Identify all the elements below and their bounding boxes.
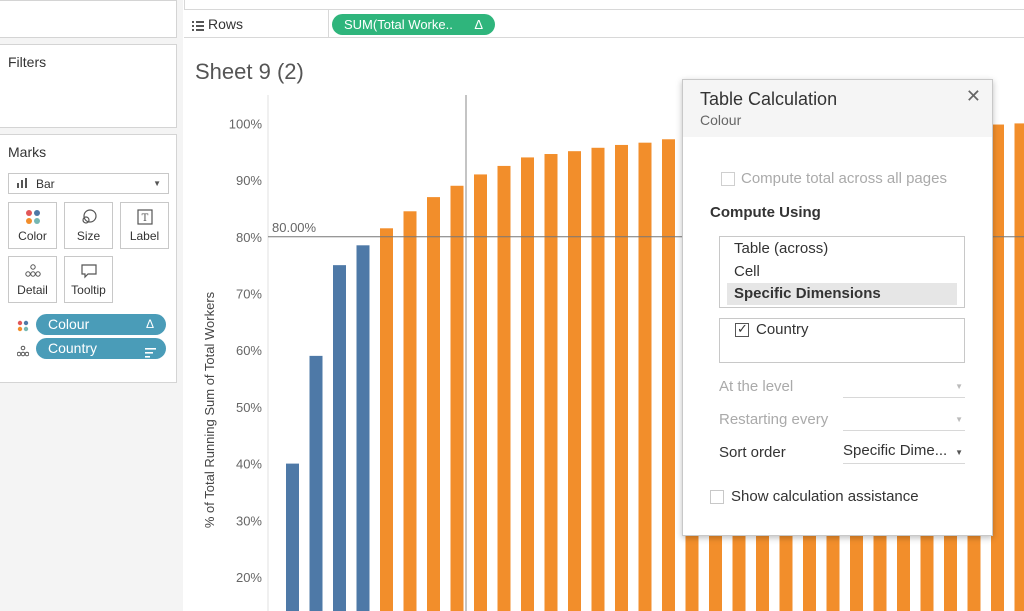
mark-type-dropdown[interactable]: Bar ▼ — [8, 173, 169, 194]
sort-icon — [145, 343, 156, 364]
size-circle-icon — [65, 209, 112, 225]
bar — [356, 245, 370, 611]
bar — [333, 265, 346, 611]
filters-title: Filters — [8, 54, 47, 70]
dialog-header: Table Calculation Colour ✕ — [683, 80, 992, 137]
dialog-subtitle: Colour — [700, 112, 742, 128]
bar — [450, 185, 464, 611]
label-button-label: Label — [129, 229, 160, 243]
delta-icon: Δ — [474, 17, 483, 32]
y-tick-label: 20% — [236, 570, 262, 585]
option-cell[interactable]: Cell — [734, 263, 760, 280]
svg-text:T: T — [141, 213, 148, 224]
compute-using-list: Table (across) Cell Specific Dimensions — [719, 236, 965, 308]
show-assistance-checkbox[interactable] — [710, 490, 724, 504]
color-dots-icon — [17, 319, 29, 337]
bar — [662, 139, 675, 611]
rows-measure-pill[interactable]: SUM(Total Worke.. Δ — [332, 14, 495, 35]
checkmark-icon: ✓ — [737, 321, 748, 336]
label-text-icon: T — [121, 209, 168, 225]
y-tick-label: 40% — [236, 457, 262, 472]
colour-field-pill[interactable]: Colour Δ — [36, 314, 166, 335]
bar — [568, 151, 581, 611]
filters-card[interactable]: Filters — [0, 44, 177, 128]
bar — [1014, 123, 1024, 611]
show-assistance-label: Show calculation assistance — [731, 488, 919, 505]
bar — [474, 174, 487, 611]
bar — [991, 124, 1004, 611]
shelf-divider — [328, 10, 329, 37]
chevron-down-icon: ▼ — [153, 179, 161, 188]
sort-order-label: Sort order — [719, 444, 786, 461]
bar — [615, 144, 628, 611]
mark-type-label: Bar — [36, 177, 55, 191]
compute-total-checkbox[interactable] — [721, 172, 735, 186]
y-tick-label: 60% — [236, 343, 262, 358]
color-dots-icon — [9, 209, 56, 225]
label-button[interactable]: T Label — [120, 202, 169, 249]
tooltip-button[interactable]: Tooltip — [64, 256, 113, 303]
chevron-down-icon: ▼ — [955, 448, 963, 457]
columns-panel-stub — [0, 0, 177, 38]
sort-order-value: Specific Dime... — [843, 442, 948, 459]
option-specific-dimensions[interactable]: Specific Dimensions — [727, 283, 957, 305]
tooltip-bubble-icon — [65, 263, 112, 279]
bar — [403, 211, 417, 611]
dimensions-list: ✓ Country — [719, 318, 965, 363]
detail-dots-icon — [16, 344, 30, 362]
bar-chart-icon — [17, 178, 29, 191]
bar — [544, 154, 558, 611]
compute-using-heading: Compute Using — [710, 204, 821, 221]
rows-shelf-label: Rows — [208, 16, 244, 32]
bar — [591, 147, 605, 611]
marks-card: Marks Bar ▼ Color Size T Label — [0, 134, 177, 383]
bar — [427, 197, 440, 611]
y-tick-label: 30% — [236, 513, 262, 528]
y-tick-label: 50% — [236, 400, 262, 415]
bar — [497, 165, 511, 611]
y-tick-label: 100% — [229, 116, 263, 131]
country-checkbox[interactable]: ✓ — [735, 321, 749, 337]
bar — [309, 355, 323, 611]
rows-icon — [192, 18, 204, 36]
colour-field-label: Colour — [48, 316, 90, 332]
y-tick-label: 90% — [236, 173, 262, 188]
dialog-title: Table Calculation — [700, 89, 838, 109]
bar — [638, 142, 652, 611]
reference-line-label: 80.00% — [272, 220, 317, 235]
detail-dots-icon — [9, 263, 56, 279]
country-field-pill[interactable]: Country — [36, 338, 166, 359]
table-calculation-dialog: Table Calculation Colour ✕ Compute total… — [682, 79, 993, 536]
marks-title: Marks — [8, 144, 47, 160]
y-axis-title: % of Total Running Sum of Total Workers — [202, 291, 217, 528]
option-table-across[interactable]: Table (across) — [734, 240, 829, 257]
at-level-select[interactable]: ▼ — [843, 376, 965, 398]
detail-button[interactable]: Detail — [8, 256, 57, 303]
y-tick-label: 80% — [236, 230, 262, 245]
columns-shelf-stub — [184, 0, 1024, 9]
restarting-every-select[interactable]: ▼ — [843, 409, 965, 431]
detail-button-label: Detail — [17, 283, 48, 297]
y-tick-label: 70% — [236, 287, 262, 302]
color-button-label: Color — [18, 229, 47, 243]
rows-pill-label: SUM(Total Worke.. — [344, 17, 453, 32]
country-dimension-label: Country — [756, 321, 809, 338]
bar — [286, 463, 299, 611]
compute-total-label: Compute total across all pages — [741, 170, 947, 187]
at-level-label: At the level — [719, 378, 794, 395]
bar — [380, 228, 393, 611]
sheet-title: Sheet 9 (2) — [195, 59, 304, 84]
bar — [521, 157, 534, 611]
delta-icon: Δ — [145, 317, 154, 331]
size-button[interactable]: Size — [64, 202, 113, 249]
rows-shelf[interactable]: Rows SUM(Total Worke.. Δ — [184, 9, 1024, 38]
size-button-label: Size — [76, 229, 101, 243]
sort-order-select[interactable]: Specific Dime... ▼ — [843, 442, 965, 464]
side-panel: Filters Marks Bar ▼ Color Size T L — [0, 0, 183, 611]
close-icon[interactable]: ✕ — [965, 86, 981, 106]
tooltip-button-label: Tooltip — [71, 283, 106, 297]
country-field-label: Country — [48, 340, 98, 356]
restarting-every-label: Restarting every — [719, 411, 829, 428]
color-button[interactable]: Color — [8, 202, 57, 249]
